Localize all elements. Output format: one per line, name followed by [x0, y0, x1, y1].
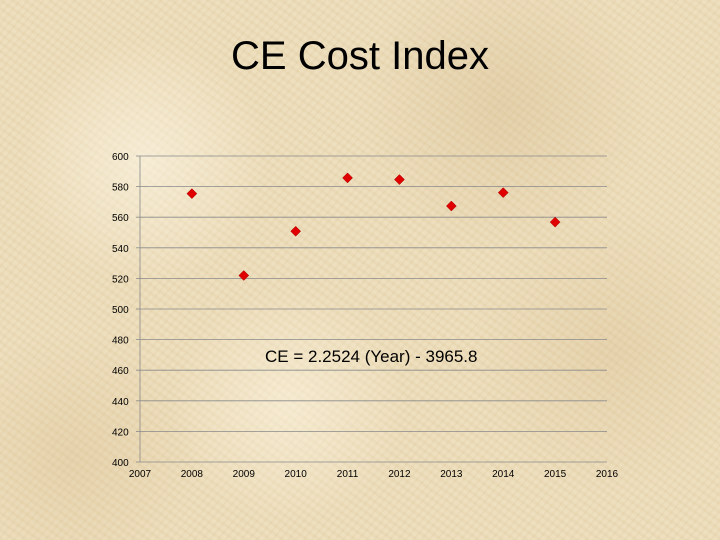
x-tick-label: 2015 [544, 469, 567, 480]
x-tick-label: 2011 [337, 469, 359, 480]
x-tick-labels: 2007 2008 2009 2010 2011 2012 2013 2014 2015 2016 [129, 469, 619, 480]
data-point [238, 270, 250, 281]
data-point [497, 187, 509, 198]
x-tick-label: 2016 [596, 469, 619, 480]
x-tick-label: 2009 [233, 469, 256, 480]
data-point [549, 216, 561, 228]
y-tick-label: 600 [112, 152, 129, 163]
y-tick-label: 400 [112, 458, 129, 469]
x-tick-label: 2012 [388, 469, 411, 480]
regression-equation: CE = 2.2524 (Year) - 3965.8 [265, 347, 477, 366]
y-tick-label: 420 [112, 427, 129, 438]
x-tick-label: 2010 [285, 469, 308, 480]
data-points [186, 172, 561, 281]
data-point [445, 200, 457, 212]
data-point [342, 172, 353, 184]
x-tick-label: 2008 [181, 469, 204, 480]
y-tick-label: 520 [112, 274, 129, 285]
x-tick-label: 2013 [440, 469, 463, 480]
y-tick-label: 540 [112, 244, 129, 255]
slide-title: CE Cost Index [231, 34, 489, 78]
y-tick-label: 480 [112, 336, 129, 347]
x-tick-label: 2014 [492, 469, 515, 480]
gridlines [136, 155, 607, 463]
data-point [394, 174, 405, 185]
y-tick-label: 460 [112, 366, 129, 377]
y-tick-label: 440 [112, 397, 129, 408]
y-tick-label: 560 [112, 213, 129, 224]
y-tick-labels: 400 420 440 460 480 500 520 540 560 580 600 [112, 152, 129, 469]
x-tick-label: 2007 [129, 469, 152, 480]
y-tick-label: 500 [112, 305, 129, 316]
data-point [186, 188, 198, 199]
data-point [290, 225, 302, 237]
y-tick-label: 580 [112, 183, 129, 194]
